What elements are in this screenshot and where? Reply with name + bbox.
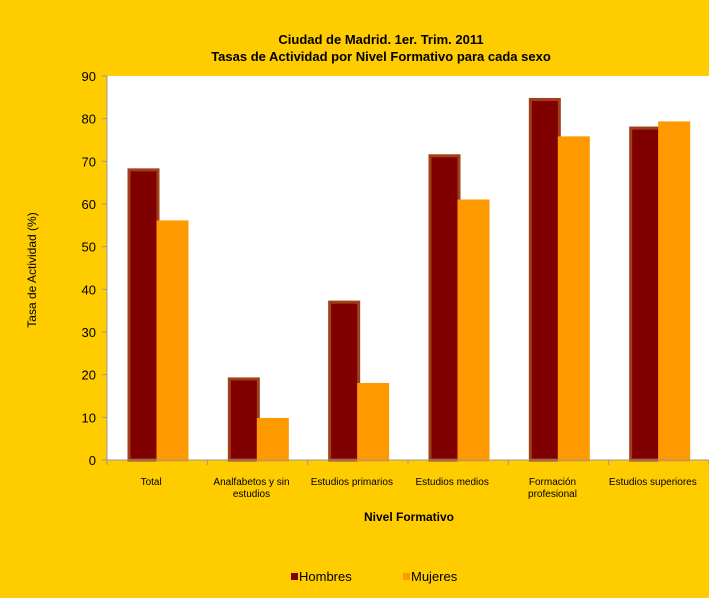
x-category-label-4: Formación profesional [528,477,577,500]
bar-hombres-1 [227,377,260,462]
x-category-label-5: Estudios superiores [609,477,697,488]
bar-hombres-2 [328,300,361,462]
legend-swatch-mujeres [403,573,410,580]
y-tick-label-0: 0 [89,453,96,468]
bar-hombres-5 [629,126,662,462]
x-category-label-2: Estudios primarios [311,477,393,488]
bar-mujeres-1 [256,417,289,462]
x-axis-title: Nivel Formativo [364,510,454,524]
legend-label-mujeres: Mujeres [411,569,458,584]
y-tick-label-80: 80 [82,112,96,127]
bar-mujeres-2 [357,382,390,462]
y-ticks-layer: 0 10 20 30 40 50 60 70 80 90 [82,69,709,468]
bar-hombres-0 [127,168,160,462]
y-tick-label-20: 20 [82,368,96,383]
y-tick-label-60: 60 [82,197,96,212]
y-tick-label-40: 40 [82,282,96,297]
legend: Hombres Mujeres [291,569,458,584]
y-axis-title: Tasa de Actividad (%) [25,212,39,327]
plot-area [107,76,709,460]
y-tick-label-30: 30 [82,325,96,340]
y-tick-label-90: 90 [82,69,96,84]
legend-label-hombres: Hombres [299,569,352,584]
chart-subtitle: Tasas de Actividad por Nivel Formativo p… [211,49,551,64]
y-tick-label-70: 70 [82,154,96,169]
bar-hombres-3 [428,154,461,462]
y-tick-label-50: 50 [82,240,96,255]
x-categories-layer: Total Analfabetos y sin estudios Estudios p… [141,477,697,500]
x-category-label-3: Estudios medios [415,477,488,488]
bar-mujeres-3 [457,199,490,462]
bar-hombres-4 [528,97,561,462]
x-category-label-1: Analfabetos y sin estudios [213,477,289,500]
bar-mujeres-0 [156,220,189,462]
bar-mujeres-5 [658,121,691,462]
y-tick-label-10: 10 [82,410,96,425]
bar-mujeres-4 [557,136,590,462]
x-category-label-0: Total [141,477,162,488]
legend-swatch-hombres [291,573,298,580]
chart-title: Ciudad de Madrid. 1er. Trim. 2011 [278,32,483,47]
